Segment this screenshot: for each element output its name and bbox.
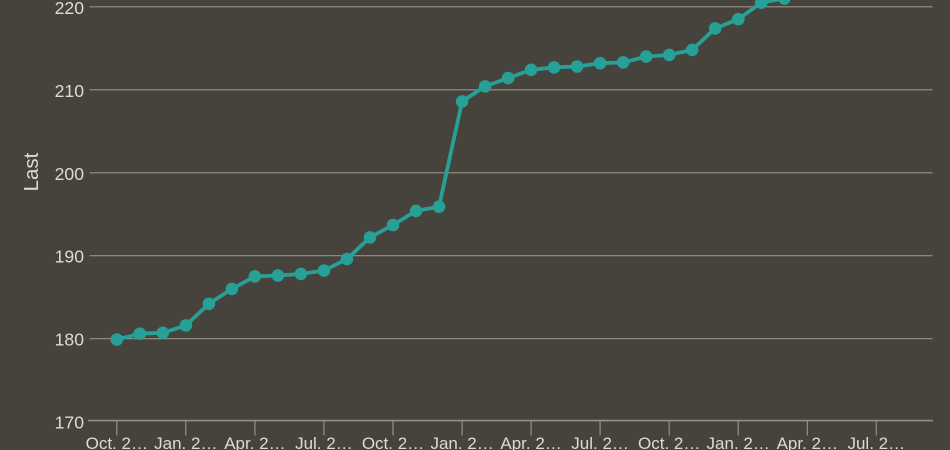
- svg-text:Apr. 2…: Apr. 2…: [777, 434, 838, 450]
- svg-text:210: 210: [55, 81, 85, 101]
- svg-text:200: 200: [55, 164, 85, 184]
- svg-text:190: 190: [55, 247, 85, 267]
- svg-text:Jul. 2…: Jul. 2…: [847, 434, 905, 450]
- svg-text:Jan. 2…: Jan. 2…: [707, 434, 770, 450]
- svg-text:220: 220: [55, 0, 85, 18]
- svg-text:Jan. 2…: Jan. 2…: [154, 434, 217, 450]
- svg-text:Jul. 2…: Jul. 2…: [295, 434, 353, 450]
- svg-text:Oct. 2…: Oct. 2…: [638, 434, 700, 450]
- svg-text:Jul. 2…: Jul. 2…: [571, 434, 629, 450]
- svg-text:Jan. 2…: Jan. 2…: [430, 434, 493, 450]
- svg-text:Oct. 2…: Oct. 2…: [362, 434, 424, 450]
- svg-text:Apr. 2…: Apr. 2…: [224, 434, 285, 450]
- svg-text:180: 180: [55, 330, 85, 350]
- svg-text:Apr. 2…: Apr. 2…: [500, 434, 561, 450]
- svg-text:170: 170: [55, 413, 85, 433]
- svg-text:Last: Last: [20, 152, 43, 191]
- svg-text:Oct. 2…: Oct. 2…: [86, 434, 148, 450]
